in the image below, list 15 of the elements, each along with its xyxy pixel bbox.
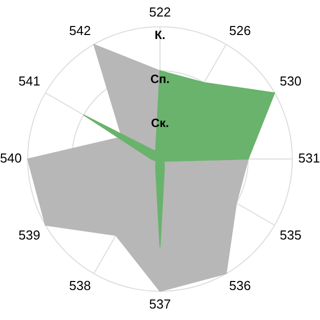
spoke-label: 526: [229, 23, 251, 38]
spoke-label: 535: [280, 228, 302, 243]
spoke-label: 537: [149, 296, 171, 312]
y-tick-label: Сп.: [150, 72, 170, 86]
spoke-label: 539: [18, 228, 40, 243]
spoke-label: 542: [69, 23, 91, 38]
spoke-label: 540: [0, 150, 22, 166]
spoke-label: 531: [298, 150, 320, 166]
y-tick-label: Ск.: [150, 116, 170, 130]
spoke-label: 522: [149, 4, 171, 20]
spoke-label: 541: [18, 74, 40, 89]
spoke-label: 536: [229, 278, 251, 294]
spoke-label: 530: [280, 74, 302, 89]
y-tick-label: К.: [154, 28, 166, 42]
spoke-label: 538: [69, 278, 91, 294]
